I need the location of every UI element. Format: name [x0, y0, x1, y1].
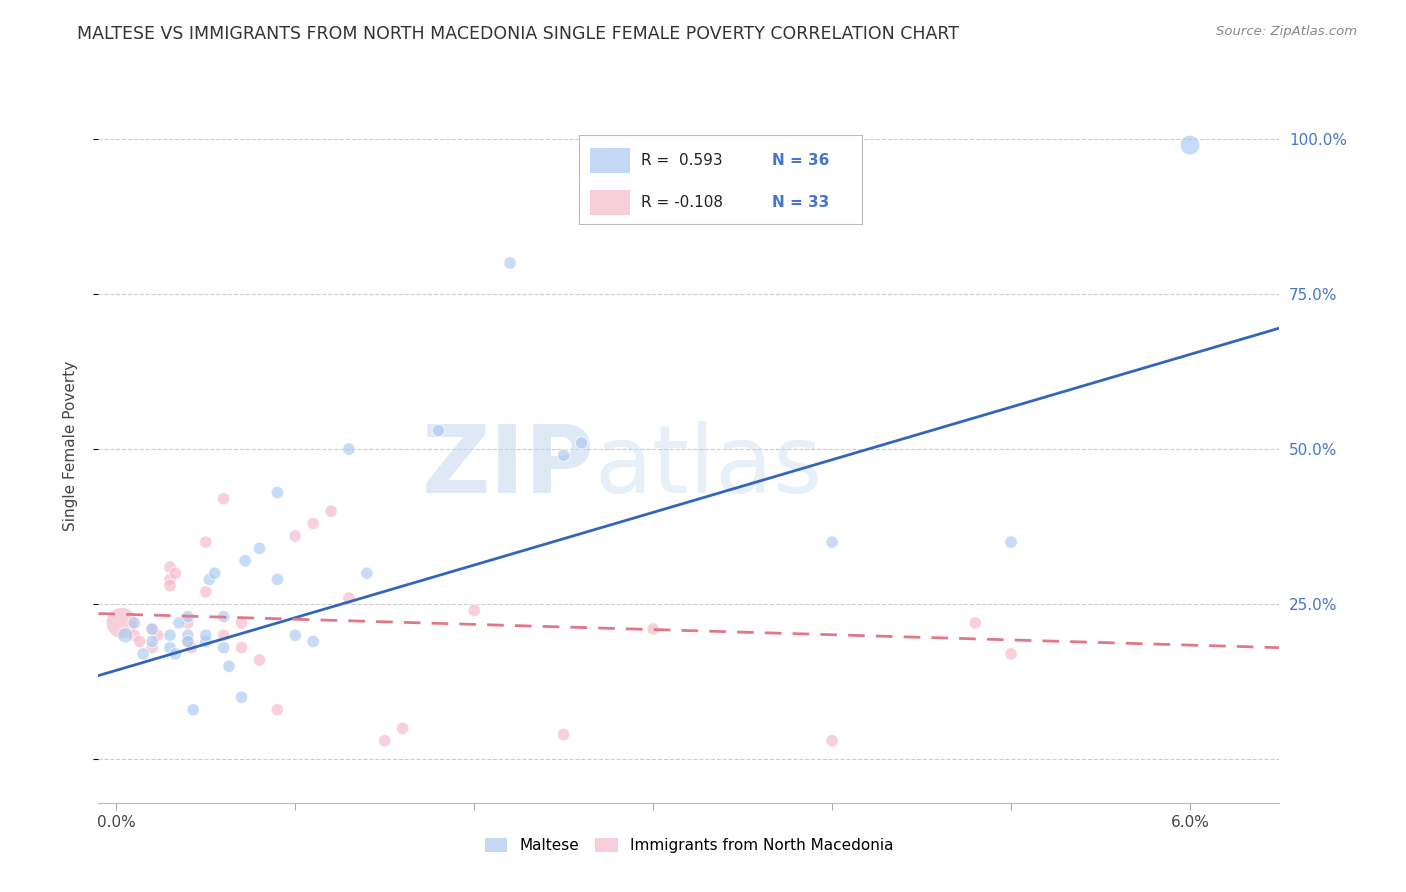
Point [571, 436, 593, 450]
Y-axis label: Single Female Poverty: Single Female Poverty [63, 361, 77, 531]
Point [499, 256, 522, 270]
Point [159, 628, 181, 642]
Point [302, 516, 325, 531]
Point [177, 615, 200, 630]
Point [180, 640, 202, 655]
Point [177, 634, 200, 648]
Point [1178, 138, 1201, 153]
Point [821, 535, 844, 549]
Point [141, 622, 163, 636]
Point [165, 566, 187, 581]
Point [356, 566, 378, 581]
Point [146, 628, 169, 642]
Point [181, 703, 204, 717]
Legend: Maltese, Immigrants from North Macedonia: Maltese, Immigrants from North Macedonia [478, 832, 900, 859]
Text: N = 36: N = 36 [772, 153, 830, 168]
Text: R =  0.593: R = 0.593 [641, 153, 723, 168]
Point [141, 634, 163, 648]
Point [167, 615, 190, 630]
Point [194, 634, 217, 648]
Point [159, 640, 181, 655]
Point [337, 442, 360, 456]
Point [319, 504, 342, 518]
Point [284, 628, 307, 642]
Point [141, 640, 163, 655]
Point [821, 733, 844, 747]
Point [159, 560, 181, 574]
Point [132, 647, 155, 661]
Point [965, 615, 987, 630]
Point [212, 609, 235, 624]
Point [266, 573, 288, 587]
Point [122, 628, 145, 642]
Point [266, 703, 288, 717]
Point [553, 727, 575, 741]
Point [337, 591, 360, 605]
Point [1000, 647, 1022, 661]
Text: R = -0.108: R = -0.108 [641, 194, 723, 210]
Point [177, 609, 200, 624]
Point [249, 541, 271, 556]
Text: MALTESE VS IMMIGRANTS FROM NORTH MACEDONIA SINGLE FEMALE POVERTY CORRELATION CHA: MALTESE VS IMMIGRANTS FROM NORTH MACEDON… [77, 25, 959, 43]
Point [1000, 535, 1022, 549]
Point [249, 653, 271, 667]
Point [114, 628, 136, 642]
Point [231, 640, 253, 655]
Point [122, 615, 145, 630]
Point [128, 634, 150, 648]
Point [194, 584, 217, 599]
Point [266, 485, 288, 500]
Point [159, 579, 181, 593]
Point [233, 554, 256, 568]
Bar [591, 190, 630, 215]
Point [302, 634, 325, 648]
Text: N = 33: N = 33 [772, 194, 828, 210]
Point [177, 628, 200, 642]
Point [212, 491, 235, 506]
Point [194, 628, 217, 642]
Point [177, 634, 200, 648]
Point [643, 622, 665, 636]
Text: ZIP: ZIP [422, 421, 595, 514]
Text: atlas: atlas [595, 421, 823, 514]
Point [231, 615, 253, 630]
Point [159, 573, 181, 587]
Bar [591, 148, 630, 173]
Point [374, 733, 396, 747]
Point [194, 535, 217, 549]
Point [231, 690, 253, 705]
Point [141, 622, 163, 636]
Point [165, 647, 187, 661]
Point [111, 615, 134, 630]
Point [284, 529, 307, 543]
Point [553, 448, 575, 462]
Point [212, 628, 235, 642]
Point [463, 603, 485, 617]
Point [212, 640, 235, 655]
Text: Source: ZipAtlas.com: Source: ZipAtlas.com [1216, 25, 1357, 38]
Point [218, 659, 240, 673]
Point [198, 573, 221, 587]
Point [427, 424, 450, 438]
Point [204, 566, 226, 581]
Point [391, 722, 413, 736]
